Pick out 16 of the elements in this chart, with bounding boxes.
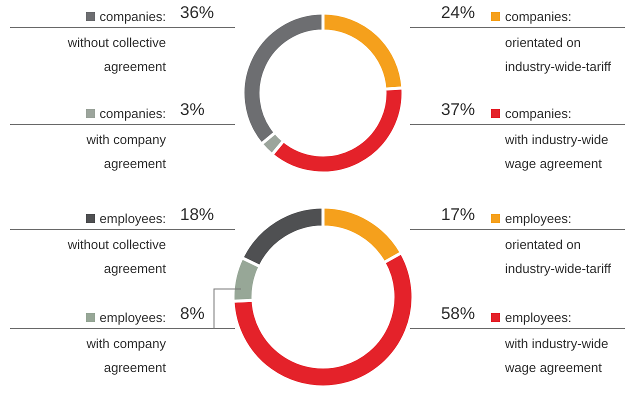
legend-label: employees: orientated on industry-wide-tariff bbox=[504, 210, 612, 278]
legend-label: employees: with company agreement bbox=[86, 309, 166, 377]
legend-label: companies: orientated on industry-wide-tariff bbox=[504, 8, 612, 76]
data-label: 24% bbox=[440, 3, 475, 23]
legend-label: employees: without collective agreement bbox=[66, 210, 166, 278]
legend-label: companies: with industry-wide wage agreement bbox=[504, 105, 610, 173]
legend-label: companies: without collective agreement bbox=[66, 8, 166, 76]
data-label: 58% bbox=[440, 304, 475, 324]
data-label: 3% bbox=[180, 100, 205, 120]
data-label: 17% bbox=[440, 205, 475, 225]
legend-label: companies: with company agreement bbox=[86, 105, 166, 173]
data-label: 18% bbox=[180, 205, 214, 225]
legend-label: employees: with industry-wide wage agreement bbox=[504, 309, 610, 377]
data-label: 8% bbox=[180, 304, 205, 324]
data-label: 36% bbox=[180, 3, 214, 23]
data-label: 37% bbox=[440, 100, 475, 120]
